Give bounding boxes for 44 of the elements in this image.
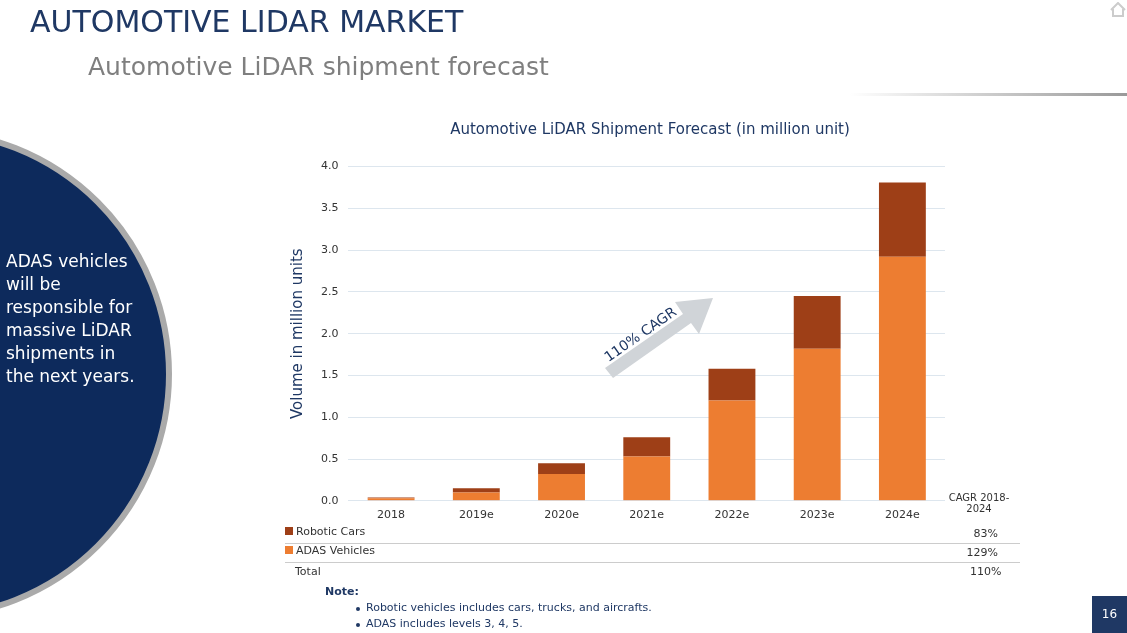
bar xyxy=(793,296,841,349)
bar xyxy=(878,182,926,257)
y-tick-label: 0.5 xyxy=(320,451,339,465)
x-tick-label: 2024e xyxy=(885,508,920,522)
chart-subtitle: Automotive LiDAR shipment forecast xyxy=(88,52,549,81)
bar xyxy=(878,256,926,501)
text: 16 xyxy=(1092,596,1127,633)
text: Total xyxy=(295,565,321,578)
bar xyxy=(538,463,585,475)
bar xyxy=(538,474,585,501)
text: ADAS vehicles will be responsible for massive LiDAR shipments in the next years. xyxy=(6,250,136,388)
y-tick-label: 3.0 xyxy=(320,243,339,257)
text: Note: xyxy=(325,585,359,598)
bar xyxy=(623,456,671,501)
text: ADAS includes levels 3, 4, 5. xyxy=(366,617,523,630)
y-tick-label: 2.0 xyxy=(320,326,339,340)
x-tick-label: 2023e xyxy=(799,508,835,522)
text: 110% xyxy=(970,565,1002,578)
text: Robotic vehicles includes cars, trucks, and aircrafts. xyxy=(366,601,652,614)
y-tick-label: 3.5 xyxy=(320,201,339,215)
text: 129% xyxy=(966,546,998,559)
x-tick-label: 2022e xyxy=(714,508,750,522)
y-tick-label: 0.0 xyxy=(320,493,339,507)
x-tick-label: 2018 xyxy=(377,508,406,522)
y-tick-label: 1.0 xyxy=(320,410,339,424)
chart-title: AUTOMOTIVE LIDAR MARKET xyxy=(30,4,464,39)
x-tick-label: 2019e xyxy=(458,508,494,522)
x-tick-label: 2021e xyxy=(629,508,665,522)
text: 83% xyxy=(973,527,998,540)
legend-label: Robotic Cars xyxy=(296,525,366,538)
bar xyxy=(793,348,841,501)
legend-label: ADAS Vehicles xyxy=(296,544,375,557)
bar xyxy=(708,368,756,401)
y-tick-label: 1.5 xyxy=(320,368,339,382)
x-tick-label: 2020e xyxy=(544,508,580,522)
bar xyxy=(623,437,671,457)
bar xyxy=(708,400,756,501)
bar xyxy=(452,488,500,493)
y-axis-title: Volume in million units xyxy=(287,248,306,420)
text: Automotive LiDAR Shipment Forecast (in million unit) xyxy=(449,120,851,138)
text: CAGR 2018-2024 xyxy=(947,492,1011,514)
bar xyxy=(452,492,500,501)
y-tick-label: 2.5 xyxy=(320,284,339,298)
y-tick-label: 4.0 xyxy=(320,159,339,173)
